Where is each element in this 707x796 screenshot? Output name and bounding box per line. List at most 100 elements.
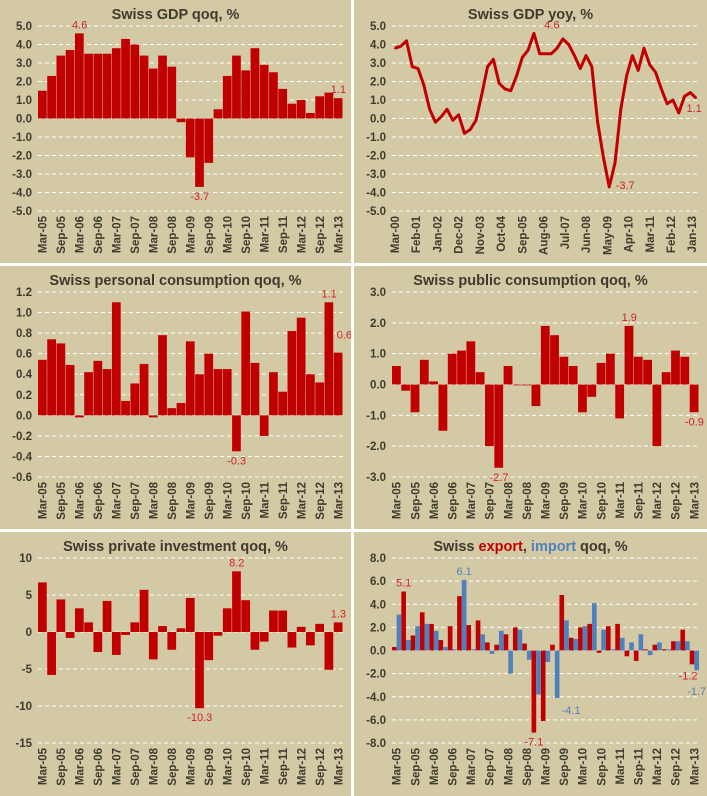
x-tick-label: Sep-09 (204, 482, 216, 520)
bar (167, 408, 177, 416)
x-tick-label: Sep-10 (596, 482, 608, 520)
bar (74, 415, 84, 418)
y-tick-label: -0.6 (12, 472, 32, 484)
x-tick-label: Mar-06 (75, 216, 87, 253)
x-tick-label: Sep-12 (671, 748, 683, 786)
data-point (695, 97, 697, 99)
bar (158, 335, 167, 416)
x-tick-label: Mar-12 (296, 216, 308, 253)
y-tick-label: 0.4 (16, 369, 33, 381)
x-tick-label: Sep-06 (93, 748, 105, 786)
bar (84, 372, 93, 416)
x-tick-label: Mar-09 (541, 748, 553, 785)
title-part: , (523, 539, 531, 555)
bar (278, 88, 288, 119)
x-tick-label: Sep-10 (596, 748, 608, 786)
bar (213, 632, 223, 636)
chart-svg: Swiss export, import qoq, % 8.0 6.0 4.0 2.0 0… (366, 539, 706, 786)
x-tick-label: Mar-12 (652, 748, 664, 785)
bar (139, 55, 149, 119)
y-tick-label: 0 (26, 627, 32, 639)
title-part: export (479, 539, 523, 555)
bar (512, 627, 518, 651)
x-tick-label: Mar-05 (38, 481, 50, 519)
x-tick-label: Sep-05 (410, 481, 422, 519)
data-point (602, 156, 605, 159)
x-tick-label: Mar-13 (333, 482, 345, 519)
bar (564, 620, 569, 651)
x-tick-label: Aug-06 (539, 216, 551, 255)
bar (259, 64, 269, 119)
x-tick-label: Sep-06 (447, 748, 459, 786)
chart-title: Swiss personal consumption qoq, % (49, 273, 301, 289)
x-tick-label: Jan-02 (432, 216, 444, 252)
data-label: -10.3 (187, 712, 212, 724)
chart-gdp-qoq: Swiss GDP qoq, % 5.0 4.0 3.0 2.0 1.0 0.0 -1.0 -2… (0, 0, 351, 263)
data-label: -1.2 (679, 670, 698, 682)
x-tick-label: Mar-12 (296, 748, 308, 785)
x-tick-label: Sep-06 (93, 216, 105, 254)
data-label: 1.9 (622, 312, 637, 324)
bar (578, 627, 583, 651)
x-tick-label: Sep-08 (522, 747, 534, 785)
title-part: Swiss GDP qoq, % (112, 7, 240, 23)
bar (84, 53, 93, 119)
data-point (469, 128, 471, 131)
bar (111, 632, 121, 655)
y-tick-label: 6.0 (370, 576, 386, 588)
bar (93, 360, 103, 416)
bar (671, 641, 676, 651)
bar (333, 352, 343, 416)
bar (522, 384, 532, 386)
data-point (573, 54, 576, 57)
chart-svg: Swiss GDP yoy, % 5.0 4.0 3.0 2.0 1.0 0.0 -1.0 -2… (366, 7, 702, 255)
x-tick-label: Feb-01 (411, 215, 423, 253)
bar (195, 374, 204, 416)
bar (93, 632, 103, 652)
data-label: 4.6 (544, 19, 559, 31)
x-tick-label: Sep-08 (522, 481, 534, 519)
bar (466, 341, 476, 385)
x-tick-label: Mar-07 (466, 748, 478, 785)
bar (596, 650, 602, 653)
y-tick-label: 5.0 (370, 21, 386, 33)
data-point (405, 40, 408, 42)
chart-svg: Swiss personal consumption qoq, % 1.2 1.0 0… (12, 273, 351, 520)
bar (250, 362, 260, 416)
chart-private-investment: Swiss private investment qoq, % 10 5 0 -5 -10… (0, 532, 351, 796)
x-tick-label: Sep-10 (241, 748, 253, 786)
y-tick-label: 0.0 (16, 114, 32, 126)
data-point (620, 108, 622, 111)
x-tick-label: Mar-11 (615, 481, 627, 518)
y-tick-label: 0.8 (16, 328, 33, 340)
data-point (596, 121, 599, 123)
title-part: Swiss GDP yoy, % (468, 7, 593, 23)
bar (605, 353, 615, 385)
bar (121, 400, 130, 416)
bar (278, 391, 288, 416)
data-point (498, 82, 500, 85)
y-tick-label: 1.0 (16, 308, 32, 320)
x-tick-label: Jan-13 (687, 216, 699, 252)
bar (278, 610, 288, 632)
bar (65, 50, 75, 119)
x-tick-label: Mar-10 (578, 482, 590, 519)
bar (176, 118, 186, 123)
bar (259, 415, 269, 436)
bar (222, 75, 232, 119)
bar (222, 369, 232, 416)
y-tick-label: -10 (15, 701, 32, 713)
bar (643, 649, 648, 651)
bar (638, 634, 644, 651)
bar (615, 384, 625, 419)
bar (306, 632, 315, 646)
bar (65, 632, 75, 638)
data-label: 5.1 (396, 578, 411, 590)
bar (111, 302, 121, 416)
y-tick-label: 1.0 (370, 349, 386, 361)
bar (652, 384, 662, 447)
x-tick-label: Mar-08 (503, 481, 515, 519)
bar (647, 650, 653, 656)
bar (38, 90, 47, 119)
chart-title: Swiss GDP qoq, % (112, 7, 240, 23)
